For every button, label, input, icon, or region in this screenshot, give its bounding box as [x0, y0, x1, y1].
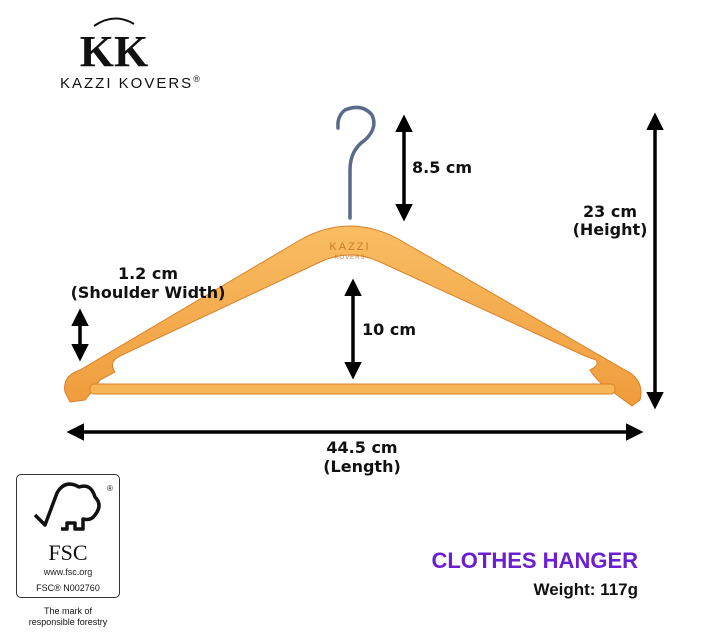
brand-name: KAZZI KOVERS [60, 75, 194, 92]
hook-length-label: 8.5 cm [412, 158, 473, 177]
registered-mark: ® [193, 74, 202, 84]
product-title: CLOTHES HANGER [431, 548, 638, 573]
height-caption: (Height) [572, 220, 648, 239]
hanger-body: KAZZI KOVERS [64, 225, 642, 407]
kk-monogram-icon: KK [80, 17, 148, 74]
svg-text:®: ® [107, 484, 113, 493]
brand-logo: KK KAZZI KOVERS® [60, 14, 200, 94]
length-value: 44.5 cm [326, 438, 398, 457]
length-caption: (Length) [323, 457, 401, 476]
fsc-tagline-2: responsible forestry [28, 617, 108, 627]
monogram-text: KK [80, 27, 148, 74]
fsc-url: www.fsc.org [43, 567, 93, 577]
fsc-tagline-1: The mark of [43, 606, 92, 616]
inner-height-label: 10 cm [362, 320, 416, 339]
height-value: 23 cm [583, 202, 637, 221]
hook-icon [336, 105, 376, 220]
fsc-license: FSC® N002760 [36, 583, 100, 593]
product-weight: Weight: 117g [533, 580, 638, 599]
engraving-line-2: KOVERS [334, 255, 365, 261]
engraving-line-1: KAZZI [329, 241, 370, 253]
fsc-tree-check-icon: ® [33, 482, 113, 531]
fsc-badge: ® FSC www.fsc.org FSC® N002760 [16, 474, 120, 598]
shoulder-value: 1.2 cm [117, 264, 179, 283]
shoulder-caption: (Shoulder Width) [70, 283, 226, 302]
fsc-logo-text: FSC [48, 540, 88, 565]
